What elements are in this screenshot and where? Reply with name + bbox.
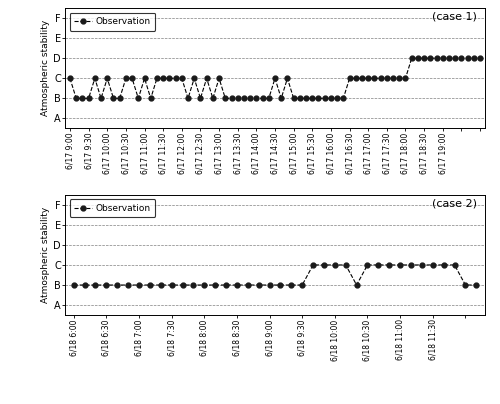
- Observation: [452, 263, 458, 267]
- Observation: [241, 96, 247, 101]
- Observation: [82, 282, 87, 287]
- Observation: [354, 282, 360, 287]
- Observation: [190, 282, 196, 287]
- Observation: [386, 263, 392, 267]
- Observation: [234, 282, 240, 287]
- Observation: [288, 282, 294, 287]
- Observation: [397, 263, 403, 267]
- Observation: [168, 282, 174, 287]
- Observation: [376, 263, 382, 267]
- Observation: [92, 282, 98, 287]
- Legend: Observation: Observation: [70, 199, 156, 217]
- Observation: [278, 282, 283, 287]
- Observation: [384, 76, 390, 81]
- Observation: [462, 282, 468, 287]
- Observation: [452, 56, 458, 61]
- Observation: [321, 263, 327, 267]
- Observation: [256, 282, 262, 287]
- Observation: [364, 263, 370, 267]
- Observation: [474, 282, 480, 287]
- Observation: [202, 282, 207, 287]
- Observation: [408, 263, 414, 267]
- Observation: [125, 282, 131, 287]
- Y-axis label: Atmospheric stability: Atmospheric stability: [42, 20, 50, 116]
- Observation: [299, 282, 305, 287]
- Observation: [408, 56, 414, 61]
- Text: (case 1): (case 1): [432, 12, 476, 22]
- Line: Observation: Observation: [68, 56, 482, 101]
- Observation: [73, 96, 79, 101]
- Legend: Observation: Observation: [70, 13, 156, 31]
- Observation: [67, 76, 73, 81]
- Observation: [477, 56, 483, 61]
- Observation: [212, 282, 218, 287]
- Observation: [180, 282, 186, 287]
- Observation: [70, 282, 76, 287]
- Observation: [223, 282, 229, 287]
- Observation: [260, 96, 266, 101]
- Observation: [114, 282, 120, 287]
- Observation: [104, 76, 110, 81]
- Observation: [266, 282, 272, 287]
- Observation: [440, 263, 446, 267]
- Observation: [430, 263, 436, 267]
- Y-axis label: Atmospheric stability: Atmospheric stability: [42, 207, 50, 303]
- Observation: [310, 263, 316, 267]
- Text: (case 2): (case 2): [432, 198, 476, 208]
- Observation: [123, 76, 129, 81]
- Observation: [104, 282, 110, 287]
- Observation: [136, 282, 142, 287]
- Observation: [419, 263, 425, 267]
- Observation: [147, 282, 153, 287]
- Observation: [245, 282, 251, 287]
- Observation: [158, 282, 164, 287]
- Observation: [342, 263, 348, 267]
- Line: Observation: Observation: [72, 263, 478, 288]
- Observation: [332, 263, 338, 267]
